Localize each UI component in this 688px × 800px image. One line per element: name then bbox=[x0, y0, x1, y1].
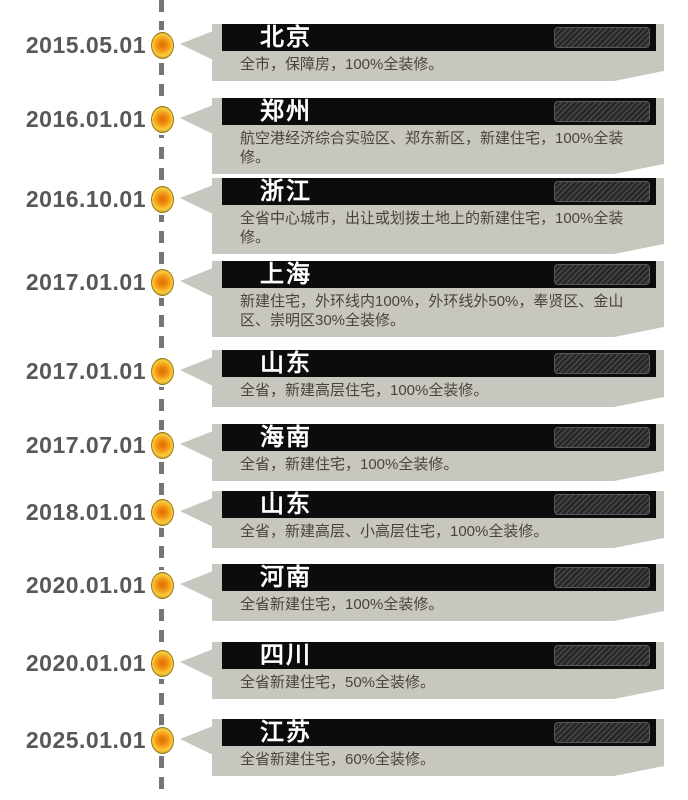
hatch-decoration bbox=[554, 181, 650, 202]
hatch-decoration bbox=[554, 264, 650, 285]
entry-date: 2016.01.01 bbox=[25, 106, 146, 132]
timeline-marker-icon bbox=[151, 269, 174, 296]
card-pointer bbox=[180, 431, 213, 460]
hatch-decoration bbox=[554, 101, 650, 122]
timeline-marker-icon bbox=[151, 186, 174, 213]
timeline-marker-icon bbox=[151, 432, 174, 459]
entry-card: 江苏 全省新建住宅，60%全装修。 bbox=[212, 719, 664, 776]
entry-date: 2025.01.01 bbox=[25, 727, 146, 753]
timeline-marker-icon bbox=[151, 358, 174, 385]
card-pointer bbox=[180, 571, 213, 600]
entry-region: 海南 bbox=[260, 424, 312, 451]
entry-card: 四川 全省新建住宅，50%全装修。 bbox=[212, 642, 664, 699]
entry-header-bar: 海南 bbox=[222, 424, 656, 451]
entry-header-bar: 江苏 bbox=[222, 719, 656, 746]
entry-date: 2016.10.01 bbox=[25, 186, 146, 212]
entry-region: 浙江 bbox=[260, 178, 312, 205]
timeline-marker-icon bbox=[151, 106, 174, 133]
card-pointer bbox=[180, 185, 213, 214]
timeline-marker-icon bbox=[151, 650, 174, 677]
entry-region: 北京 bbox=[260, 24, 312, 51]
entry-region: 四川 bbox=[260, 642, 312, 669]
timeline-entry: 2016.01.01 郑州 航空港经济综合实验区、郑东新区，新建住宅，100%全… bbox=[26, 95, 664, 174]
entry-region: 山东 bbox=[260, 491, 312, 518]
entry-date: 2017.01.01 bbox=[25, 269, 146, 295]
entry-description: 全市，保障房，100%全装修。 bbox=[240, 56, 444, 73]
entry-header-bar: 山东 bbox=[222, 491, 656, 518]
entry-description: 全省新建住宅，100%全装修。 bbox=[240, 596, 444, 613]
entry-card: 郑州 航空港经济综合实验区、郑东新区，新建住宅，100%全装修。 bbox=[212, 98, 664, 174]
entry-region: 上海 bbox=[260, 261, 312, 288]
timeline-marker-icon bbox=[151, 572, 174, 599]
timeline-entry: 2015.05.01 北京 全市，保障房，100%全装修。 bbox=[26, 21, 664, 81]
entry-region: 郑州 bbox=[260, 98, 312, 125]
hatch-decoration bbox=[554, 427, 650, 448]
entry-description: 全省新建住宅，60%全装修。 bbox=[240, 751, 436, 768]
entry-description: 航空港经济综合实验区、郑东新区，新建住宅，100%全装修。 bbox=[240, 130, 624, 166]
entry-header-bar: 河南 bbox=[222, 564, 656, 591]
hatch-decoration bbox=[554, 494, 650, 515]
entry-header-bar: 上海 bbox=[222, 261, 656, 288]
entry-description: 全省新建住宅，50%全装修。 bbox=[240, 674, 436, 691]
hatch-decoration bbox=[554, 645, 650, 666]
entry-date: 2020.01.01 bbox=[25, 572, 146, 598]
entry-card: 北京 全市，保障房，100%全装修。 bbox=[212, 24, 664, 81]
entry-date: 2020.01.01 bbox=[25, 650, 146, 676]
entry-header-bar: 浙江 bbox=[222, 178, 656, 205]
timeline-marker-icon bbox=[151, 727, 174, 754]
card-pointer bbox=[180, 31, 213, 60]
entry-card: 河南 全省新建住宅，100%全装修。 bbox=[212, 564, 664, 621]
entry-card: 山东 全省，新建高层、小高层住宅，100%全装修。 bbox=[212, 491, 664, 548]
timeline-entry: 2017.01.01 山东 全省，新建高层住宅，100%全装修。 bbox=[26, 347, 664, 407]
hatch-decoration bbox=[554, 567, 650, 588]
entry-date: 2018.01.01 bbox=[25, 499, 146, 525]
card-pointer bbox=[180, 268, 213, 297]
entry-card: 海南 全省，新建住宅，100%全装修。 bbox=[212, 424, 664, 481]
entry-header-bar: 北京 bbox=[222, 24, 656, 51]
card-pointer bbox=[180, 498, 213, 527]
timeline-entry: 2017.01.01 上海 新建住宅，外环线内100%，外环线外50%，奉贤区、… bbox=[26, 258, 664, 337]
timeline-entry: 2020.01.01 四川 全省新建住宅，50%全装修。 bbox=[26, 639, 664, 699]
timeline-marker-icon bbox=[151, 499, 174, 526]
timeline-entry: 2016.10.01 浙江 全省中心城市，出让或划拨土地上的新建住宅，100%全… bbox=[26, 175, 664, 254]
entry-date: 2015.05.01 bbox=[25, 32, 146, 58]
entry-header-bar: 郑州 bbox=[222, 98, 656, 125]
timeline-axis bbox=[159, 0, 164, 796]
entry-description: 新建住宅，外环线内100%，外环线外50%，奉贤区、金山区、崇明区30%全装修。 bbox=[240, 293, 624, 329]
entry-description: 全省，新建高层、小高层住宅，100%全装修。 bbox=[240, 523, 549, 540]
entry-description: 全省，新建高层住宅，100%全装修。 bbox=[240, 382, 489, 399]
entry-header-bar: 四川 bbox=[222, 642, 656, 669]
entry-region: 河南 bbox=[260, 564, 312, 591]
card-pointer bbox=[180, 726, 213, 755]
timeline-marker-icon bbox=[151, 32, 174, 59]
timeline-entry: 2025.01.01 江苏 全省新建住宅，60%全装修。 bbox=[26, 716, 664, 776]
entry-card: 上海 新建住宅，外环线内100%，外环线外50%，奉贤区、金山区、崇明区30%全… bbox=[212, 261, 664, 337]
card-pointer bbox=[180, 649, 213, 678]
entry-card: 山东 全省，新建高层住宅，100%全装修。 bbox=[212, 350, 664, 407]
hatch-decoration bbox=[554, 722, 650, 743]
entry-date: 2017.01.01 bbox=[25, 358, 146, 384]
entry-region: 山东 bbox=[260, 350, 312, 377]
entry-description: 全省，新建住宅，100%全装修。 bbox=[240, 456, 459, 473]
timeline-entry: 2018.01.01 山东 全省，新建高层、小高层住宅，100%全装修。 bbox=[26, 488, 664, 548]
timeline-entry: 2020.01.01 河南 全省新建住宅，100%全装修。 bbox=[26, 561, 664, 621]
hatch-decoration bbox=[554, 353, 650, 374]
timeline-entry: 2017.07.01 海南 全省，新建住宅，100%全装修。 bbox=[26, 421, 664, 481]
entry-card: 浙江 全省中心城市，出让或划拨土地上的新建住宅，100%全装修。 bbox=[212, 178, 664, 254]
entry-description: 全省中心城市，出让或划拨土地上的新建住宅，100%全装修。 bbox=[240, 210, 624, 246]
entry-header-bar: 山东 bbox=[222, 350, 656, 377]
card-pointer bbox=[180, 105, 213, 134]
hatch-decoration bbox=[554, 27, 650, 48]
entry-region: 江苏 bbox=[260, 719, 312, 746]
card-pointer bbox=[180, 357, 213, 386]
entry-date: 2017.07.01 bbox=[25, 432, 146, 458]
